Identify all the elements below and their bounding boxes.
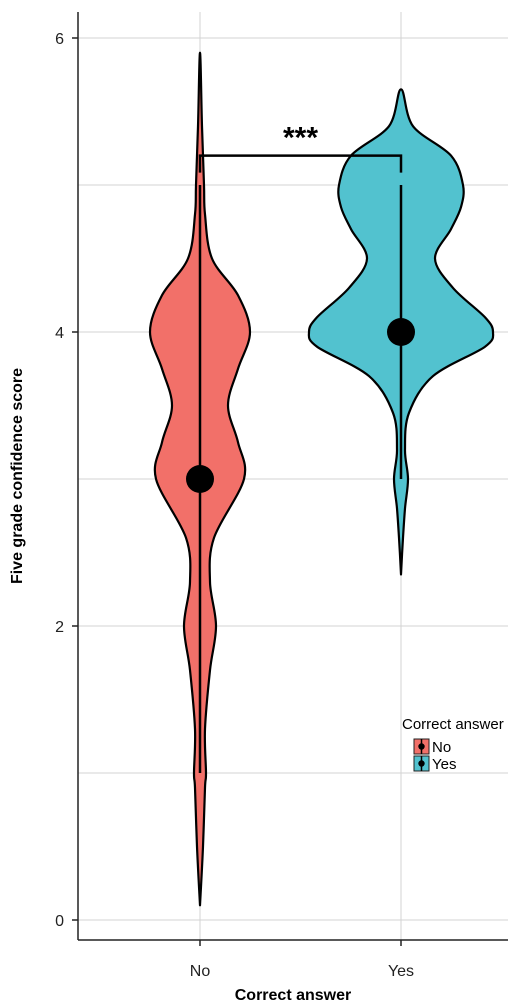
median-point-no xyxy=(186,465,214,493)
x-axis-title: Correct answer xyxy=(235,987,352,1004)
legend-title: Correct answer xyxy=(402,716,504,733)
violins xyxy=(148,51,495,907)
x-ticks: No Yes xyxy=(190,940,414,980)
y-tick-label: 0 xyxy=(55,913,64,930)
legend-item-yes: Yes xyxy=(413,755,456,773)
y-ticks: 0 2 4 6 xyxy=(55,31,78,930)
y-axis-title: Five grade confidence score xyxy=(9,368,26,584)
legend-key-yes-dot xyxy=(418,760,425,767)
legend-key-no-dot xyxy=(418,743,425,750)
significance-bracket xyxy=(198,154,403,173)
y-tick-label: 2 xyxy=(55,619,64,636)
legend-label-no: No xyxy=(432,739,451,756)
median-point-yes xyxy=(387,318,415,346)
x-tick-label-yes: Yes xyxy=(388,963,414,980)
violin-yes xyxy=(307,88,495,576)
y-tick-label: 6 xyxy=(55,31,64,48)
violin-no xyxy=(148,51,252,907)
x-tick-label-no: No xyxy=(190,963,211,980)
significance-label: *** xyxy=(283,122,318,155)
legend-label-yes: Yes xyxy=(432,756,456,773)
y-tick-label: 4 xyxy=(55,325,64,342)
legend: Correct answer No Yes xyxy=(402,716,504,773)
legend-item-no: No xyxy=(413,738,451,756)
significance-annotation: *** xyxy=(198,122,403,173)
